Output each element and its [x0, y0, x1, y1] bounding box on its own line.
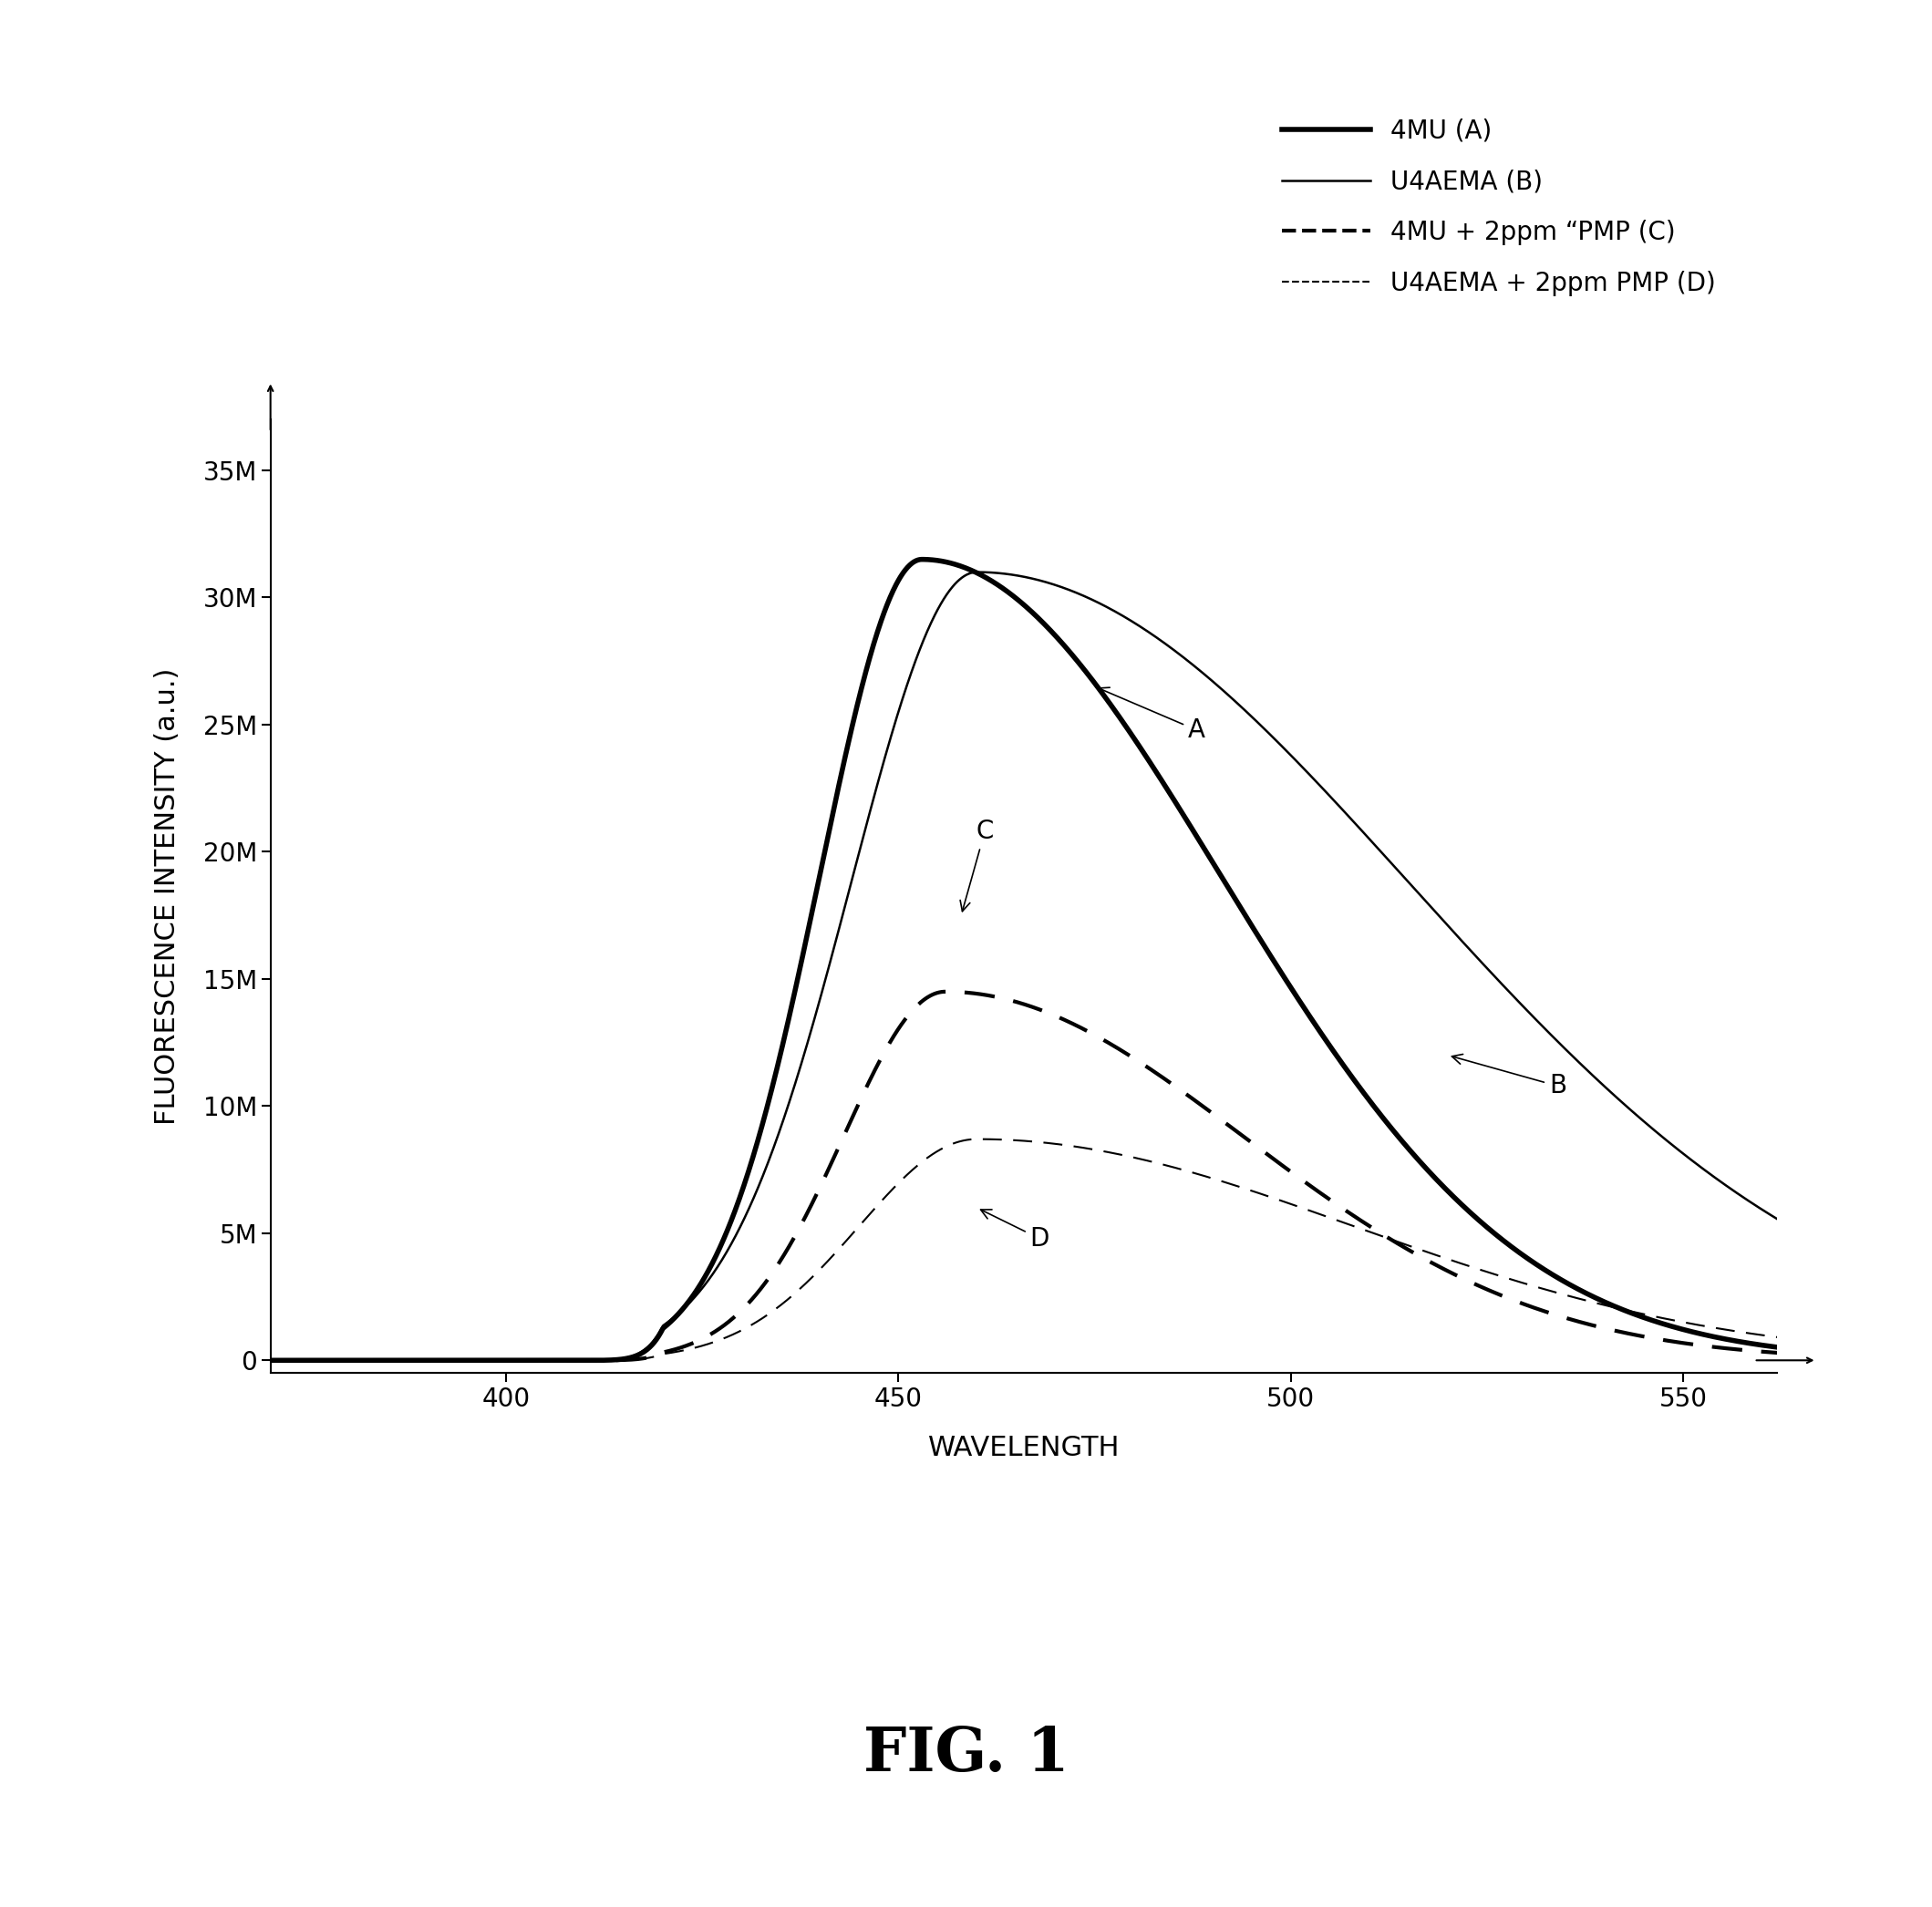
Text: B: B: [1451, 1055, 1567, 1098]
Text: D: D: [981, 1209, 1049, 1251]
Text: FIG. 1: FIG. 1: [864, 1724, 1068, 1785]
Text: C: C: [960, 818, 993, 912]
Legend: 4MU (A), U4AEMA (B), 4MU + 2ppm “PMP (C), U4AEMA + 2ppm PMP (D): 4MU (A), U4AEMA (B), 4MU + 2ppm “PMP (C)…: [1271, 109, 1725, 307]
Y-axis label: FLUORESCENCE INTENSITY (a.u.): FLUORESCENCE INTENSITY (a.u.): [155, 667, 180, 1125]
Text: A: A: [1099, 688, 1206, 744]
X-axis label: WAVELENGTH: WAVELENGTH: [927, 1434, 1121, 1461]
